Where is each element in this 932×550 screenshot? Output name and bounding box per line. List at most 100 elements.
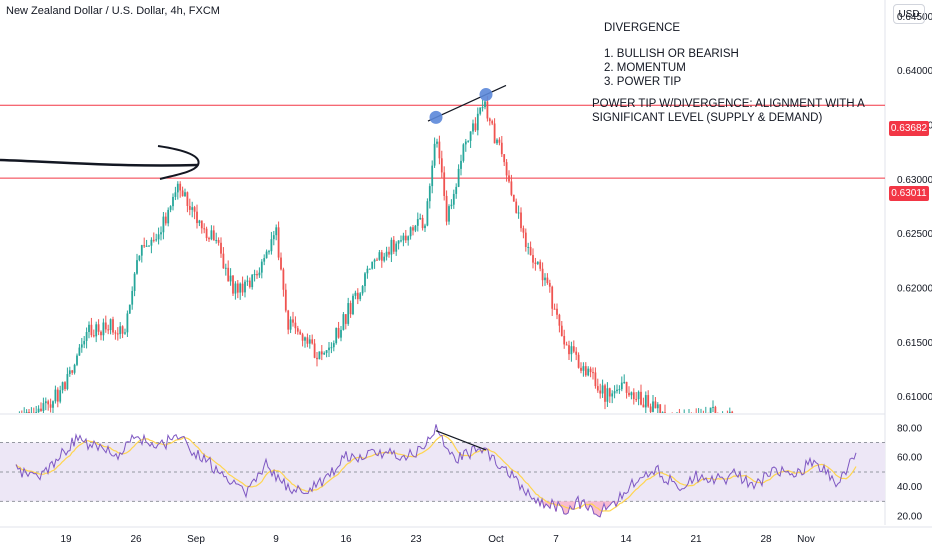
- candle-body: [203, 228, 206, 230]
- candle-body: [596, 386, 599, 391]
- candle-body: [172, 196, 174, 207]
- candle-body: [251, 274, 254, 288]
- candle-body: [604, 385, 606, 402]
- candle-body: [709, 407, 712, 413]
- candle-body: [169, 206, 172, 210]
- candle-body: [510, 181, 513, 195]
- candle-body: [186, 192, 189, 206]
- candle-body: [299, 331, 302, 335]
- candle-body: [450, 204, 453, 207]
- candle-body: [565, 344, 568, 346]
- candle-body: [193, 207, 196, 212]
- candle-body: [184, 192, 186, 197]
- rsi-line: [15, 424, 857, 518]
- candle-body: [42, 403, 45, 411]
- candle-body: [208, 238, 210, 240]
- candle-body: [227, 267, 230, 282]
- candle-body: [539, 261, 542, 269]
- currency-button[interactable]: USD: [893, 4, 925, 24]
- candle-body: [438, 141, 441, 159]
- candle-body: [107, 329, 110, 331]
- candle-body: [265, 251, 268, 259]
- candle-body: [558, 314, 561, 326]
- annotation-note-line2: SIGNIFICANT LEVEL (SUPPLY & DEMAND): [592, 112, 823, 124]
- candle-body: [304, 337, 306, 341]
- annotation-item-1: 1. BULLISH OR BEARISH: [604, 48, 739, 60]
- candle-body: [133, 273, 136, 291]
- candle-body: [116, 333, 119, 335]
- candle-body: [280, 257, 282, 270]
- candle-body: [527, 246, 530, 248]
- candle-body: [332, 343, 335, 348]
- time-tick-label: 9: [273, 534, 279, 545]
- candle-body: [392, 239, 395, 252]
- candle-body: [260, 261, 263, 273]
- candle-body: [452, 193, 455, 205]
- candle-body: [270, 239, 273, 252]
- candle-body: [568, 345, 570, 355]
- candle-body: [35, 412, 38, 413]
- candle-body: [90, 324, 93, 336]
- candle-body: [404, 235, 407, 241]
- candle-body: [611, 393, 614, 397]
- candle-body: [188, 205, 191, 210]
- candle-body: [236, 283, 239, 293]
- candle-body: [503, 154, 506, 163]
- candle-body: [623, 381, 626, 383]
- candle-body: [126, 313, 129, 333]
- candle-body: [37, 408, 40, 413]
- candle-body: [572, 346, 575, 352]
- candle-body: [416, 219, 419, 226]
- time-tick-label: Sep: [187, 534, 205, 545]
- candle-body: [560, 325, 563, 337]
- candle-body: [76, 355, 78, 365]
- candle-body: [481, 107, 484, 109]
- candle-body: [253, 274, 256, 276]
- candle-body: [212, 230, 215, 241]
- candle-body: [652, 401, 654, 412]
- candle-body: [534, 262, 537, 264]
- rsi-tick-label: 80.00: [897, 423, 922, 434]
- candle-body: [320, 351, 323, 355]
- candle-body: [378, 252, 381, 260]
- candle-body: [294, 322, 297, 329]
- candle-body: [68, 370, 71, 375]
- candle-body: [421, 217, 424, 229]
- candle-body: [323, 352, 326, 355]
- candle-body: [400, 240, 402, 242]
- high-marker: [429, 110, 443, 124]
- candle-body: [376, 259, 378, 261]
- rsi-divergence-line: [435, 430, 487, 451]
- candle-body: [522, 228, 525, 233]
- candle-body: [601, 385, 604, 394]
- candle-body: [292, 319, 294, 323]
- candle-body: [215, 239, 218, 241]
- candle-body: [664, 412, 666, 413]
- candle-body: [642, 404, 645, 408]
- candle-body: [40, 408, 42, 411]
- candle-body: [484, 101, 486, 108]
- candle-body: [474, 123, 477, 131]
- candle-body: [493, 123, 496, 144]
- candle-body: [536, 261, 539, 264]
- candle-body: [272, 235, 275, 240]
- candle-body: [114, 332, 117, 334]
- candle-body: [88, 324, 90, 332]
- candle-body: [61, 382, 64, 391]
- candle-body: [594, 372, 597, 387]
- candle-body: [520, 212, 522, 229]
- time-tick-label: 7: [553, 534, 559, 545]
- annotation-item-3: 3. POWER TIP: [604, 76, 682, 88]
- candle-body: [512, 194, 515, 202]
- rsi-tick-label: 20.00: [897, 512, 922, 523]
- candle-body: [112, 319, 114, 333]
- candle-body: [544, 277, 546, 281]
- candle-body: [656, 404, 659, 409]
- candle-body: [349, 303, 352, 315]
- candle-body: [66, 374, 69, 390]
- candle-body: [54, 389, 57, 402]
- annotation-heading: DIVERGENCE: [604, 22, 681, 34]
- candle-body: [248, 280, 251, 288]
- candle-body: [263, 258, 266, 262]
